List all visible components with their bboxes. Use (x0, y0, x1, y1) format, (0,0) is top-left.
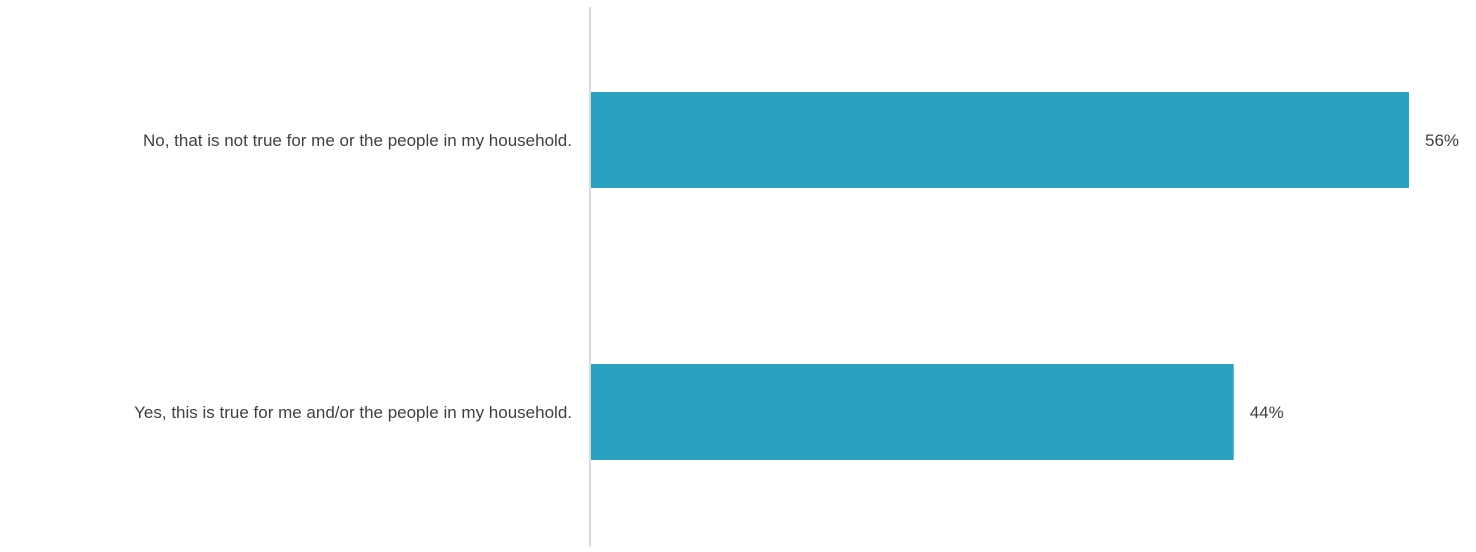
labels-layer: No, that is not true for me or the peopl… (134, 131, 1459, 422)
bar-1 (591, 92, 1409, 188)
bars-layer (591, 92, 1409, 460)
value-label-1: 56% (1425, 131, 1459, 150)
value-label-2: 44% (1250, 403, 1284, 422)
category-label-2: Yes, this is true for me and/or the peop… (134, 403, 572, 422)
bar-2 (591, 364, 1234, 460)
category-label-1: No, that is not true for me or the peopl… (143, 131, 572, 150)
